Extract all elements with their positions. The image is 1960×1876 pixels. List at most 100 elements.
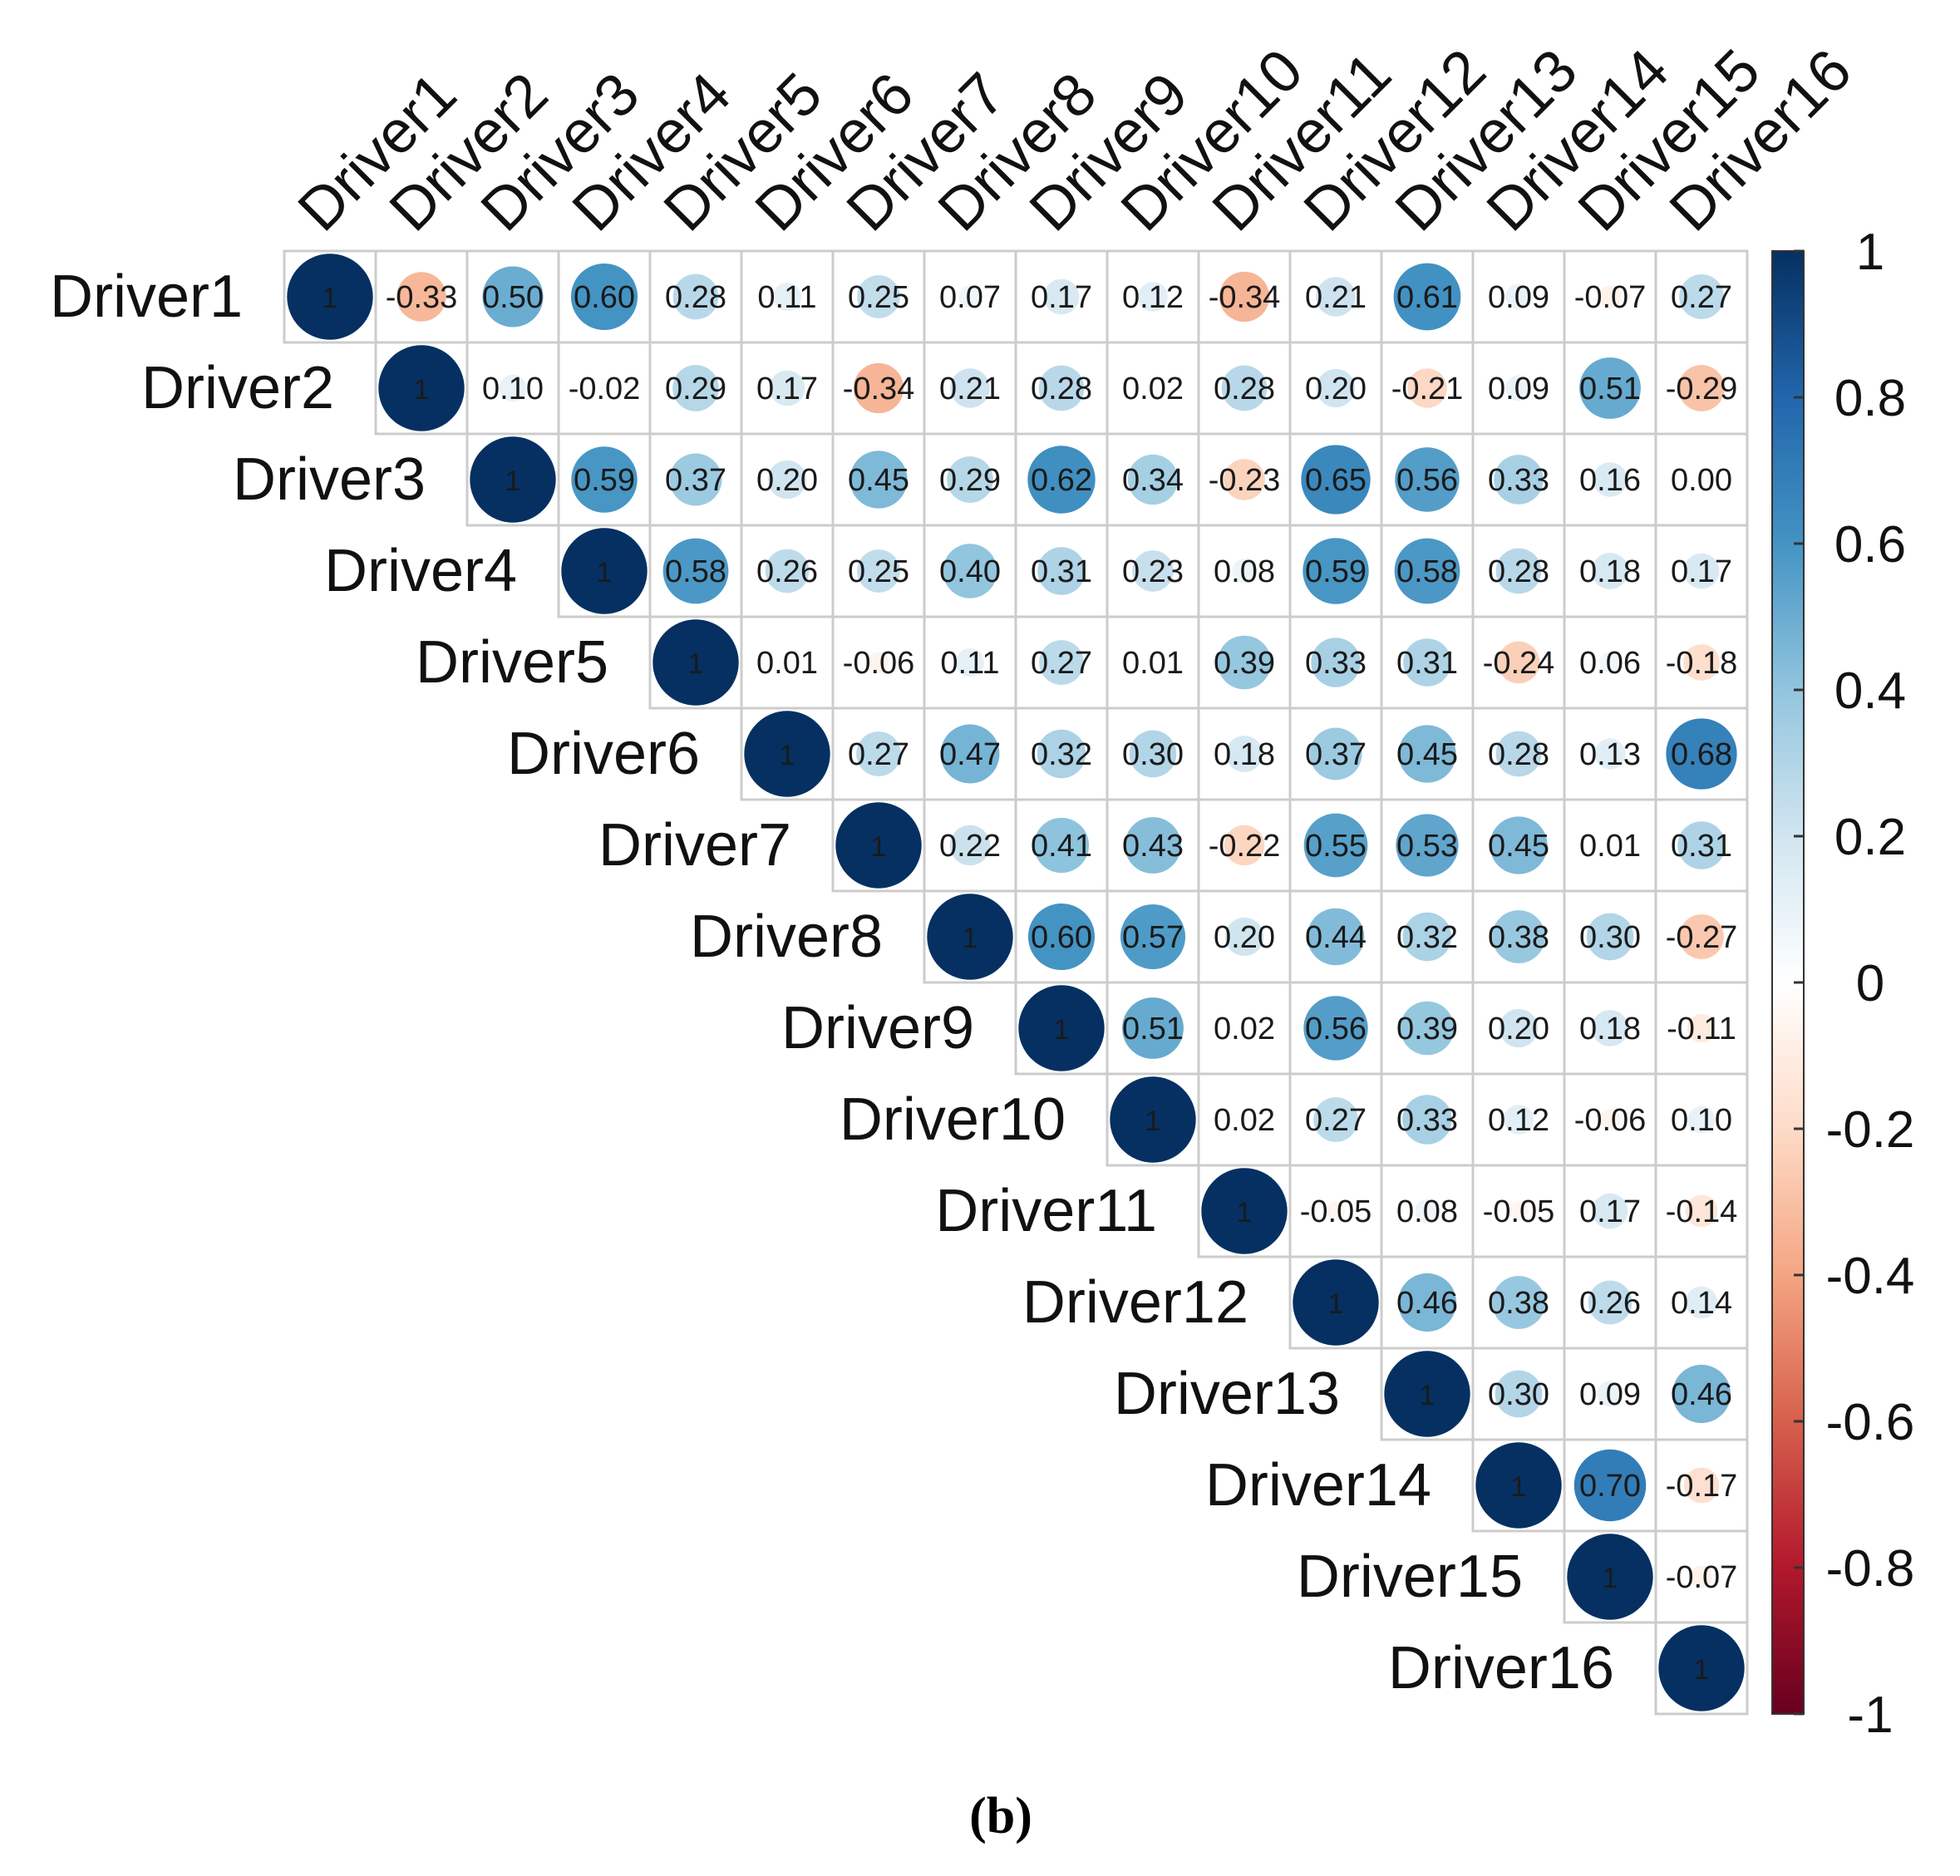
corr-value-Driver14-Driver14: 1 <box>1511 1471 1527 1503</box>
corr-value-Driver4-Driver7: 0.25 <box>848 554 909 589</box>
corr-circle-Driver10-Driver13 <box>1402 1095 1452 1145</box>
corr-value-Driver3-Driver3: 1 <box>505 465 521 497</box>
corr-value-Driver11-Driver13: 0.08 <box>1396 1194 1458 1229</box>
corr-value-Driver7-Driver14: 0.45 <box>1488 829 1549 864</box>
corr-circle-Driver4-Driver12 <box>1303 538 1369 604</box>
corr-value-Driver3-Driver6: 0.20 <box>756 463 818 498</box>
corr-circle-Driver9-Driver12 <box>1303 996 1368 1061</box>
corr-circle-Driver4-Driver16 <box>1683 553 1720 589</box>
corr-circle-Driver12-Driver13 <box>1397 1273 1457 1332</box>
corr-value-Driver2-Driver8: 0.21 <box>939 372 1001 406</box>
corr-circle-Driver5-Driver14 <box>1497 641 1540 684</box>
corr-value-Driver2-Driver2: 1 <box>414 374 430 406</box>
corr-circle-Driver1-Driver2 <box>396 272 446 322</box>
corr-value-Driver5-Driver11: 0.39 <box>1214 646 1275 681</box>
corr-circle-Driver7-Driver8 <box>949 825 991 866</box>
corr-value-Driver4-Driver14: 0.28 <box>1488 554 1549 589</box>
corr-circle-Driver14-Driver14 <box>1475 1442 1562 1529</box>
panel-label: (b) <box>969 1788 1032 1844</box>
corr-value-Driver10-Driver14: 0.12 <box>1488 1103 1549 1138</box>
corr-value-Driver10-Driver12: 0.27 <box>1305 1103 1367 1138</box>
corr-value-Driver4-Driver13: 0.58 <box>1396 554 1458 589</box>
corr-circle-Driver1-Driver7 <box>857 275 900 318</box>
corr-circle-Driver1-Driver3 <box>482 266 544 327</box>
corr-circle-Driver3-Driver10 <box>1127 454 1179 505</box>
corr-circle-Driver11-Driver16 <box>1685 1194 1718 1228</box>
corr-circle-Driver1-Driver1 <box>287 254 373 340</box>
colorbar-tick-label: 0 <box>1856 955 1884 1012</box>
corr-value-Driver2-Driver5: 0.29 <box>665 372 726 406</box>
corr-value-Driver6-Driver9: 0.32 <box>1031 737 1092 772</box>
corr-circle-Driver3-Driver15 <box>1593 462 1628 497</box>
corr-circle-Driver13-Driver16 <box>1672 1364 1731 1424</box>
corr-value-Driver6-Driver6: 1 <box>780 740 795 771</box>
corr-circle-Driver6-Driver10 <box>1129 730 1177 778</box>
corr-value-Driver9-Driver12: 0.56 <box>1305 1012 1367 1046</box>
colorbar-tick-label: 0.2 <box>1834 809 1906 866</box>
corr-circle-Driver4-Driver9 <box>1037 547 1086 595</box>
corr-value-Driver7-Driver13: 0.53 <box>1396 829 1458 864</box>
corr-circle-Driver14-Driver16 <box>1683 1467 1720 1504</box>
corr-value-Driver1-Driver13: 0.61 <box>1396 280 1458 315</box>
corr-value-Driver11-Driver15: 0.17 <box>1579 1194 1641 1229</box>
corr-circle-Driver8-Driver12 <box>1307 908 1365 966</box>
corr-circle-Driver8-Driver13 <box>1402 912 1452 962</box>
row-label-Driver1: Driver1 <box>50 263 243 330</box>
corr-value-Driver3-Driver11: -0.23 <box>1209 463 1281 498</box>
corr-circle-Driver1-Driver14 <box>1505 283 1532 310</box>
corr-value-Driver2-Driver12: 0.20 <box>1305 372 1367 406</box>
corr-circle-Driver8-Driver8 <box>927 894 1013 980</box>
corr-circle-Driver1-Driver10 <box>1138 282 1168 312</box>
corr-circle-Driver5-Driver15 <box>1599 652 1621 673</box>
corr-value-Driver8-Driver9: 0.60 <box>1031 920 1092 955</box>
corr-circle-Driver9-Driver16 <box>1687 1013 1716 1043</box>
row-label-Driver11: Driver11 <box>935 1178 1157 1244</box>
corr-circle-Driver3-Driver4 <box>571 446 638 513</box>
corr-value-Driver10-Driver11: 0.02 <box>1214 1103 1275 1138</box>
corr-circle-Driver9-Driver11 <box>1238 1022 1251 1035</box>
corr-circle-Driver2-Driver14 <box>1505 375 1532 401</box>
corr-circle-Driver2-Driver10 <box>1146 382 1160 395</box>
corr-value-Driver6-Driver11: 0.18 <box>1214 737 1275 772</box>
row-label-Driver15: Driver15 <box>1297 1544 1523 1610</box>
corr-value-Driver3-Driver10: 0.34 <box>1122 463 1184 498</box>
corr-value-Driver6-Driver8: 0.47 <box>939 737 1001 772</box>
corr-value-Driver3-Driver15: 0.16 <box>1579 463 1641 498</box>
corr-circle-Driver6-Driver8 <box>940 724 1000 784</box>
corr-value-Driver12-Driver14: 0.38 <box>1488 1286 1549 1321</box>
corr-circle-Driver2-Driver11 <box>1221 365 1268 411</box>
colorbar-tick-label: -0.4 <box>1826 1248 1915 1305</box>
corr-circle-Driver6-Driver13 <box>1398 725 1456 783</box>
corr-circle-Driver15-Driver15 <box>1567 1534 1653 1620</box>
corr-circle-Driver3-Driver11 <box>1224 459 1265 500</box>
corr-circle-Driver5-Driver11 <box>1217 635 1272 690</box>
corr-circle-Driver4-Driver14 <box>1495 548 1542 594</box>
corr-circle-Driver11-Driver15 <box>1592 1193 1628 1229</box>
corr-circle-Driver12-Driver14 <box>1492 1276 1545 1329</box>
corr-value-Driver13-Driver13: 1 <box>1420 1380 1436 1411</box>
corr-circle-Driver4-Driver13 <box>1394 538 1460 604</box>
corr-value-Driver5-Driver12: 0.33 <box>1305 646 1367 681</box>
corr-value-Driver12-Driver16: 0.14 <box>1671 1286 1732 1321</box>
corr-circle-Driver12-Driver12 <box>1293 1259 1379 1346</box>
corr-circle-Driver2-Driver12 <box>1316 368 1356 408</box>
corr-circle-Driver9-Driver10 <box>1122 997 1184 1059</box>
corr-value-Driver5-Driver13: 0.31 <box>1396 646 1458 681</box>
corr-value-Driver12-Driver13: 0.46 <box>1396 1286 1458 1321</box>
corr-value-Driver2-Driver10: 0.02 <box>1122 372 1184 406</box>
corr-circle-Driver11-Driver12 <box>1326 1201 1346 1221</box>
corr-value-Driver5-Driver15: 0.06 <box>1579 646 1641 681</box>
corr-value-Driver1-Driver4: 0.60 <box>574 280 635 315</box>
corr-value-Driver8-Driver16: -0.27 <box>1666 920 1738 955</box>
corr-circle-Driver14-Driver15 <box>1573 1449 1647 1522</box>
corr-circle-Driver11-Driver14 <box>1509 1201 1529 1221</box>
corr-circle-Driver3-Driver12 <box>1301 445 1371 515</box>
corr-value-Driver2-Driver15: 0.51 <box>1579 372 1641 406</box>
corr-value-Driver9-Driver16: -0.11 <box>1667 1012 1736 1046</box>
corr-circle-Driver4-Driver5 <box>662 538 729 604</box>
corr-value-Driver9-Driver10: 0.51 <box>1122 1012 1184 1046</box>
corr-circle-Driver2-Driver13 <box>1407 368 1447 408</box>
corr-circle-Driver7-Driver7 <box>835 802 922 889</box>
corr-value-Driver13-Driver16: 0.46 <box>1671 1377 1732 1412</box>
